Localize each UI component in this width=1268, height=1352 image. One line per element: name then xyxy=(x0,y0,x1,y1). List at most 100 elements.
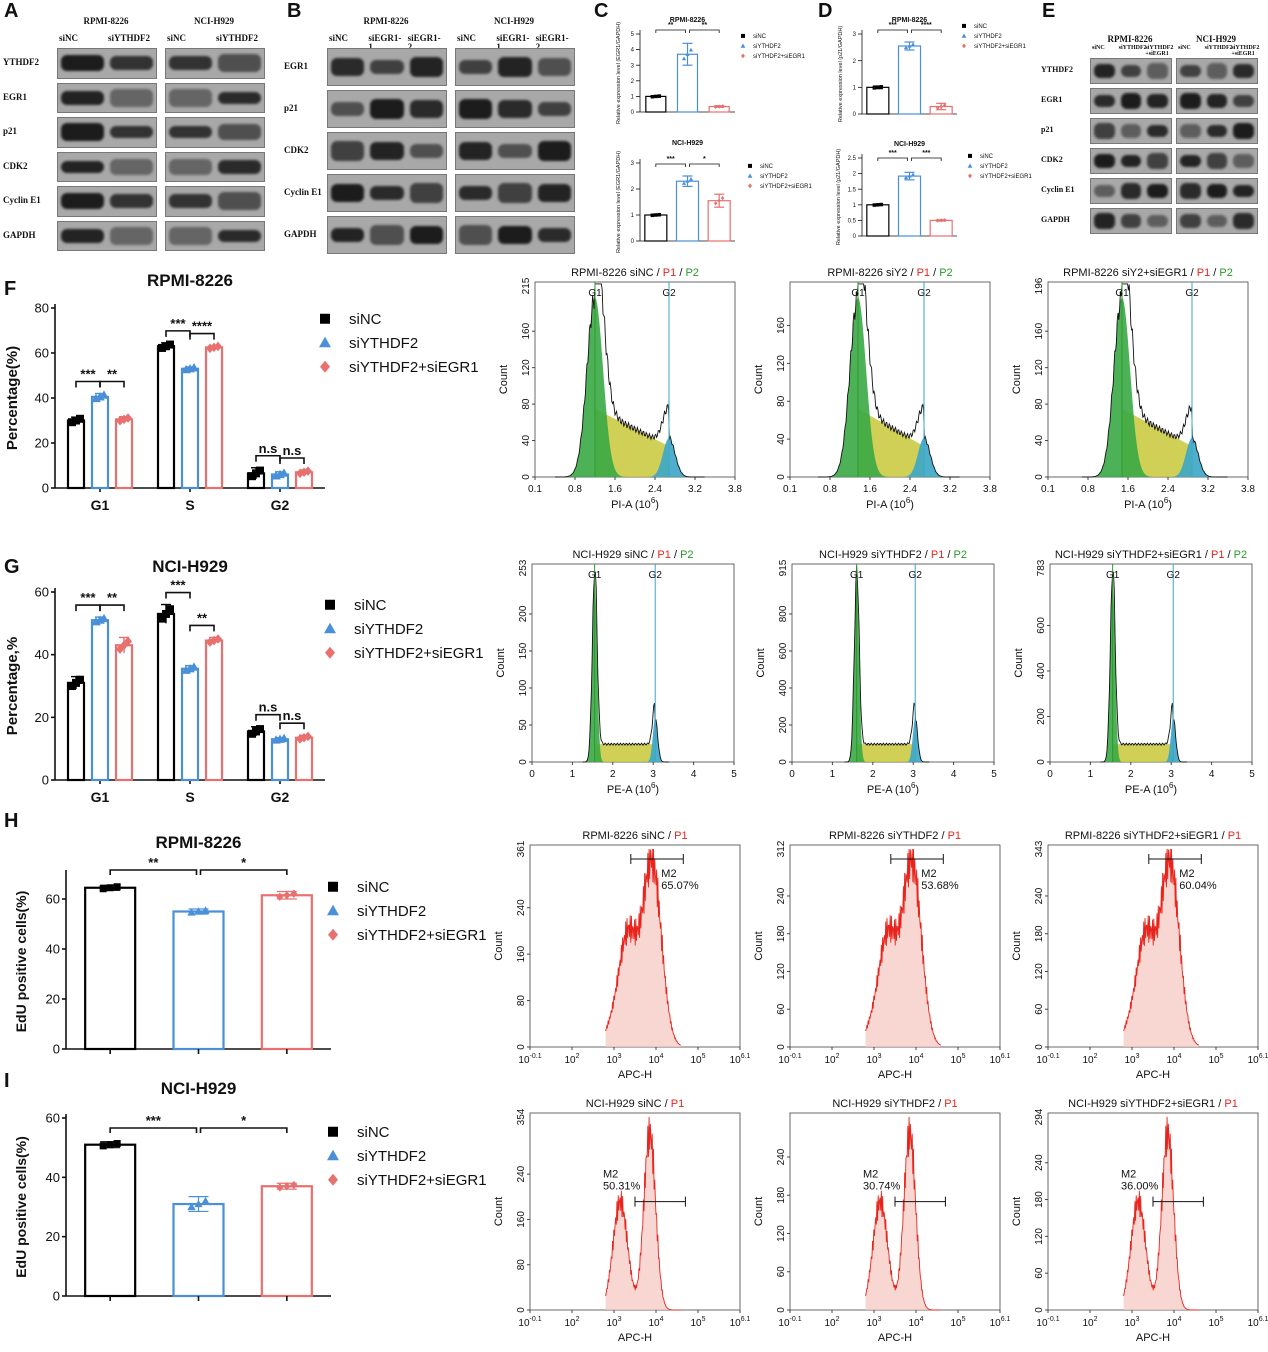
histogram-outline xyxy=(1082,283,1228,478)
blot-band xyxy=(1233,123,1254,139)
data-point xyxy=(720,196,725,201)
data-point xyxy=(903,45,909,50)
xlabel-close: ) xyxy=(655,784,659,796)
bar xyxy=(866,86,890,115)
x-tick-label: 103 xyxy=(1124,1053,1139,1066)
gate-percentage: 36.00% xyxy=(1121,1181,1159,1193)
x-tick-label: 106.1 xyxy=(730,1316,751,1329)
blot-band xyxy=(110,158,153,175)
data-point xyxy=(194,1199,203,1208)
tick-exp: 2 xyxy=(1094,1316,1098,1323)
x-tick-label: 10-0.1 xyxy=(1036,1316,1059,1329)
chart-title: NCI-H929 xyxy=(161,1079,237,1098)
legend-marker xyxy=(327,1149,339,1161)
legend-label: siYTHDF2 xyxy=(349,335,418,352)
x-tick-label: 3.2 xyxy=(1201,484,1215,495)
y-tick-label: 600 xyxy=(778,642,789,659)
tick-exp: 2 xyxy=(1094,1053,1098,1060)
tick-base: 10 xyxy=(866,1055,878,1066)
significance-bracket xyxy=(655,29,686,33)
x-tick-label: 104 xyxy=(908,1053,923,1066)
title-part: / xyxy=(1210,267,1219,279)
x-tick-label: 104 xyxy=(1166,1053,1181,1066)
panel-label-a: A xyxy=(4,0,19,22)
blot-lane-label: siNC xyxy=(457,33,477,43)
histogram-line xyxy=(605,1116,681,1311)
y-tick-label: 120 xyxy=(1034,1228,1045,1245)
chart-title: RPMI-8226 xyxy=(156,833,242,852)
y-tick-label: 0 xyxy=(518,759,529,765)
flow-plot-title: NCI-H929 siYTHDF2 / P1 / P2 xyxy=(819,549,967,561)
x-tick-label: 102 xyxy=(1082,1053,1097,1066)
xlabel-text: APC-H xyxy=(618,1332,652,1344)
significance-bracket xyxy=(75,380,101,388)
flow-plot-title: RPMI-8226 siYTHDF2 / P1 xyxy=(829,830,961,842)
x-tick-label: 1.6 xyxy=(863,484,877,495)
blot-strip xyxy=(327,174,447,212)
y-tick-label: 180 xyxy=(1034,1191,1045,1208)
x-tick-label: 4 xyxy=(951,769,957,780)
blot-band xyxy=(409,100,443,118)
bar xyxy=(294,736,314,782)
tick-exp: 3 xyxy=(618,1053,622,1060)
x-tick-label: 3.8 xyxy=(983,484,997,495)
y-tick-label: 60 xyxy=(776,1003,787,1015)
tick-exp: -0.1 xyxy=(530,1053,542,1060)
x-tick-label: 106.1 xyxy=(990,1316,1011,1329)
legend-label: siNC xyxy=(354,597,387,614)
title-part: NCI-H929 siYTHDF2+siEGR1 / xyxy=(1055,549,1211,561)
x-tick-label: 103 xyxy=(606,1316,621,1329)
y-axis-label: EdU positive cells(%) xyxy=(13,1136,29,1278)
data-point xyxy=(124,636,132,647)
tick-base: 10 xyxy=(908,1318,920,1329)
bar xyxy=(84,886,137,1051)
y-axis-label: Count xyxy=(1011,1197,1023,1226)
data-point xyxy=(214,634,222,644)
blot-band xyxy=(61,90,104,105)
flow-plot-title: RPMI-8226 siNC / P1 xyxy=(582,830,687,842)
tick-exp: 3 xyxy=(1136,1316,1140,1323)
title-part: NCI-H929 siNC / xyxy=(572,549,657,561)
flow-plot-title: RPMI-8226 siNC / P1 / P2 xyxy=(571,267,699,279)
data-point xyxy=(187,908,196,916)
x-tick-label: 102 xyxy=(1082,1316,1097,1329)
blot-band xyxy=(331,141,365,161)
significance-bracket xyxy=(911,29,942,33)
data-point xyxy=(290,889,298,898)
significance-label: **** xyxy=(921,22,932,29)
y-tick-label: 0 xyxy=(1034,1307,1045,1313)
x-tick-label: 2 xyxy=(1128,769,1134,780)
legend-label: siYTHDF2 xyxy=(974,34,1002,40)
tick-exp: 4 xyxy=(920,1316,924,1323)
legend-label: siNC xyxy=(980,154,994,160)
legend-marker xyxy=(968,173,972,179)
blot-band xyxy=(218,229,261,242)
x-tick-label: 105 xyxy=(950,1053,965,1066)
data-point xyxy=(907,43,912,48)
significance-bracket xyxy=(877,29,908,33)
significance-bracket xyxy=(75,604,101,612)
legend-marker xyxy=(320,360,330,373)
plot-frame xyxy=(1049,563,1253,763)
gate-name: M2 xyxy=(1121,1169,1136,1181)
xlabel-text: APC-H xyxy=(878,1069,912,1081)
tick-exp: 5 xyxy=(1220,1316,1224,1323)
x-tick-label: 10-0.1 xyxy=(1036,1053,1059,1066)
y-tick-label: 40 xyxy=(521,435,532,447)
tick-base: 10 xyxy=(518,1055,530,1066)
y-axis-label: Count xyxy=(493,931,505,960)
tick-exp: 2 xyxy=(576,1053,580,1060)
legend-label: siYTHDF2 xyxy=(354,621,423,638)
significance-bracket xyxy=(689,29,720,33)
gate-percentage: 53.68% xyxy=(921,880,959,892)
x-tick-label: 0.1 xyxy=(783,484,797,495)
blot-lane-label: siEGR1-1 xyxy=(496,33,530,52)
y-axis-label: Count xyxy=(1011,365,1023,394)
bar xyxy=(204,639,224,782)
blot-band xyxy=(1180,155,1201,167)
blot-band xyxy=(459,60,493,74)
title-part: / xyxy=(671,549,680,561)
significance-bracket xyxy=(189,332,215,340)
data-point xyxy=(113,1140,121,1148)
data-point xyxy=(99,613,109,623)
